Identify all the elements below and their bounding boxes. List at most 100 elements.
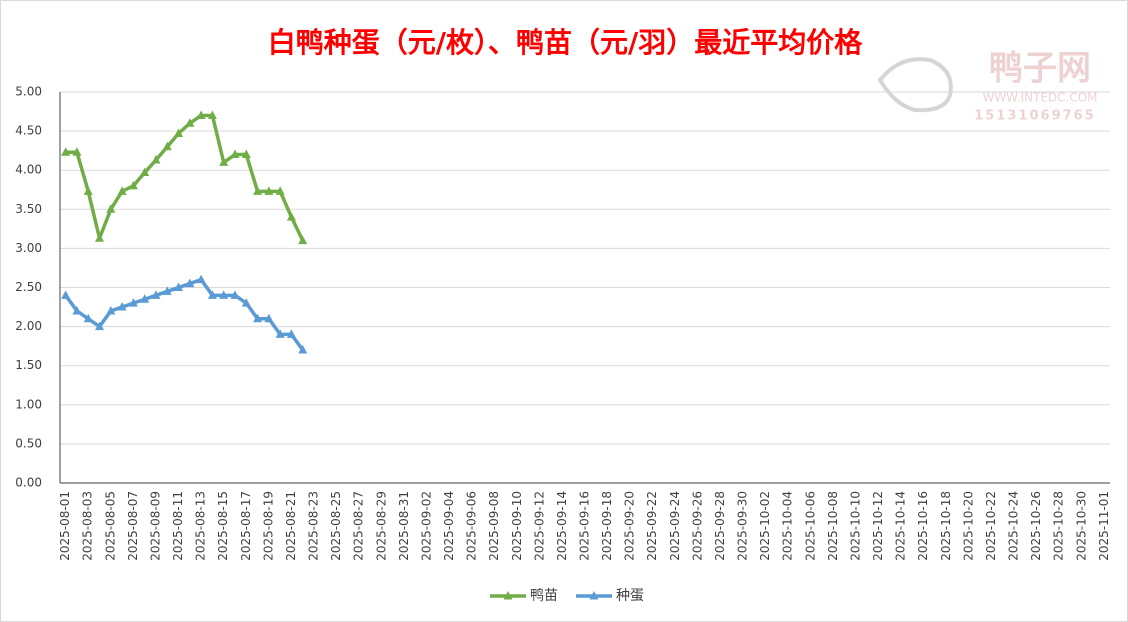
x-tick-label: 2025-10-10 <box>848 491 862 561</box>
marker <box>117 302 127 311</box>
x-tick-label: 2025-10-04 <box>781 491 795 561</box>
marker <box>298 345 308 354</box>
marker <box>174 128 184 137</box>
watermark: 鸭子网 WWW.INTEDC.COM 15131069765 <box>877 49 1098 124</box>
x-tick-label: 2025-10-02 <box>758 491 772 561</box>
y-tick-label: 2.50 <box>15 280 42 294</box>
marker <box>106 305 116 315</box>
marker <box>61 290 71 299</box>
series-line <box>65 113 305 242</box>
watermark-url: WWW.INTEDC.COM <box>982 91 1097 105</box>
legend-marker <box>589 591 599 600</box>
marker <box>298 235 308 245</box>
x-tick-label: 2025-10-14 <box>894 491 908 561</box>
marker <box>83 186 93 195</box>
x-tick-label: 2025-09-06 <box>465 491 479 561</box>
marker <box>207 110 217 119</box>
x-tick-label: 2025-10-28 <box>1052 491 1066 561</box>
marker <box>196 110 206 119</box>
marker <box>151 290 161 299</box>
x-tick-label: 2025-08-01 <box>58 491 72 561</box>
marker <box>185 278 195 288</box>
marker <box>95 321 105 331</box>
marker <box>286 329 296 338</box>
x-tick-label: 2025-10-18 <box>939 491 953 561</box>
marker <box>140 167 150 177</box>
marker <box>128 180 138 190</box>
series <box>61 274 308 354</box>
marker <box>95 233 105 242</box>
marker <box>264 186 274 195</box>
x-tick-label: 2025-10-30 <box>1074 491 1088 561</box>
x-tick-label: 2025-08-21 <box>284 491 298 561</box>
watermark-phone: 15131069765 <box>974 109 1096 124</box>
x-tick-label: 2025-09-14 <box>555 491 569 561</box>
marker <box>162 141 172 151</box>
y-tick-label: 1.00 <box>15 397 42 411</box>
x-tick-label: 2025-09-28 <box>713 491 727 561</box>
marker <box>185 118 195 127</box>
marker <box>140 294 150 303</box>
x-tick-label: 2025-08-19 <box>261 491 275 561</box>
marker <box>219 157 229 166</box>
watermark-brand: 鸭子网 <box>989 49 1091 89</box>
y-tick-label: 3.00 <box>15 241 42 255</box>
x-tick-label: 2025-08-17 <box>239 491 253 561</box>
x-tick-label: 2025-08-05 <box>103 491 117 561</box>
marker <box>286 212 296 221</box>
marker <box>275 329 285 338</box>
x-tick-label: 2025-09-04 <box>442 491 456 561</box>
x-tick-label: 2025-08-15 <box>216 491 230 561</box>
marker <box>106 204 116 213</box>
marker <box>196 274 206 284</box>
marker <box>162 286 172 295</box>
x-tick-label: 2025-09-08 <box>487 491 501 561</box>
chart-title: 白鸭种蛋（元/枚）、鸭苗（元/羽）最近平均价格 <box>268 26 863 59</box>
x-tick-label: 2025-09-26 <box>690 491 704 561</box>
marker <box>151 155 161 164</box>
x-tick-label: 2025-10-24 <box>1007 491 1021 561</box>
x-tick-label: 2025-08-03 <box>81 491 95 561</box>
x-tick-label: 2025-09-20 <box>623 491 637 561</box>
y-tick-label: 1.50 <box>15 358 42 372</box>
y-tick-label: 5.00 <box>15 85 42 99</box>
marker <box>174 282 184 291</box>
marker <box>264 313 274 323</box>
x-tick-label: 2025-09-24 <box>668 491 682 561</box>
marker <box>230 149 240 159</box>
marker <box>230 290 240 299</box>
x-tick-label: 2025-08-31 <box>397 491 411 561</box>
legend-marker <box>503 591 513 600</box>
x-tick-label: 2025-08-29 <box>374 491 388 561</box>
y-tick-label: 4.50 <box>15 124 42 138</box>
x-tick-label: 2025-09-30 <box>736 491 750 561</box>
y-tick-label: 0.50 <box>15 436 42 450</box>
y-tick-label: 3.50 <box>15 202 42 216</box>
marker <box>241 298 251 307</box>
x-tick-label: 2025-10-08 <box>826 491 840 561</box>
marker <box>117 186 127 195</box>
x-tick-label: 2025-08-07 <box>126 491 140 561</box>
x-tick-label: 2025-08-23 <box>307 491 321 561</box>
x-tick-label: 2025-11-01 <box>1097 491 1111 561</box>
marker <box>241 149 251 159</box>
marker <box>61 147 71 156</box>
legend-label: 鸭苗 <box>530 588 558 604</box>
x-tick-label: 2025-08-25 <box>329 491 343 561</box>
y-tick-label: 0.00 <box>15 476 42 490</box>
marker <box>83 313 93 323</box>
marker <box>72 305 82 315</box>
x-tick-label: 2025-08-27 <box>352 491 366 561</box>
x-tick-label: 2025-08-11 <box>171 491 185 561</box>
x-tick-label: 2025-09-12 <box>532 491 546 561</box>
y-tick-label: 4.00 <box>15 163 42 177</box>
x-tick-label: 2025-10-12 <box>871 491 885 561</box>
x-tick-label: 2025-08-09 <box>148 491 162 561</box>
series-line <box>64 277 305 352</box>
x-tick-label: 2025-09-16 <box>578 491 592 561</box>
x-tick-label: 2025-09-22 <box>645 491 659 561</box>
y-tick-label: 2.00 <box>15 319 42 333</box>
x-tick-label: 2025-09-02 <box>419 491 433 561</box>
